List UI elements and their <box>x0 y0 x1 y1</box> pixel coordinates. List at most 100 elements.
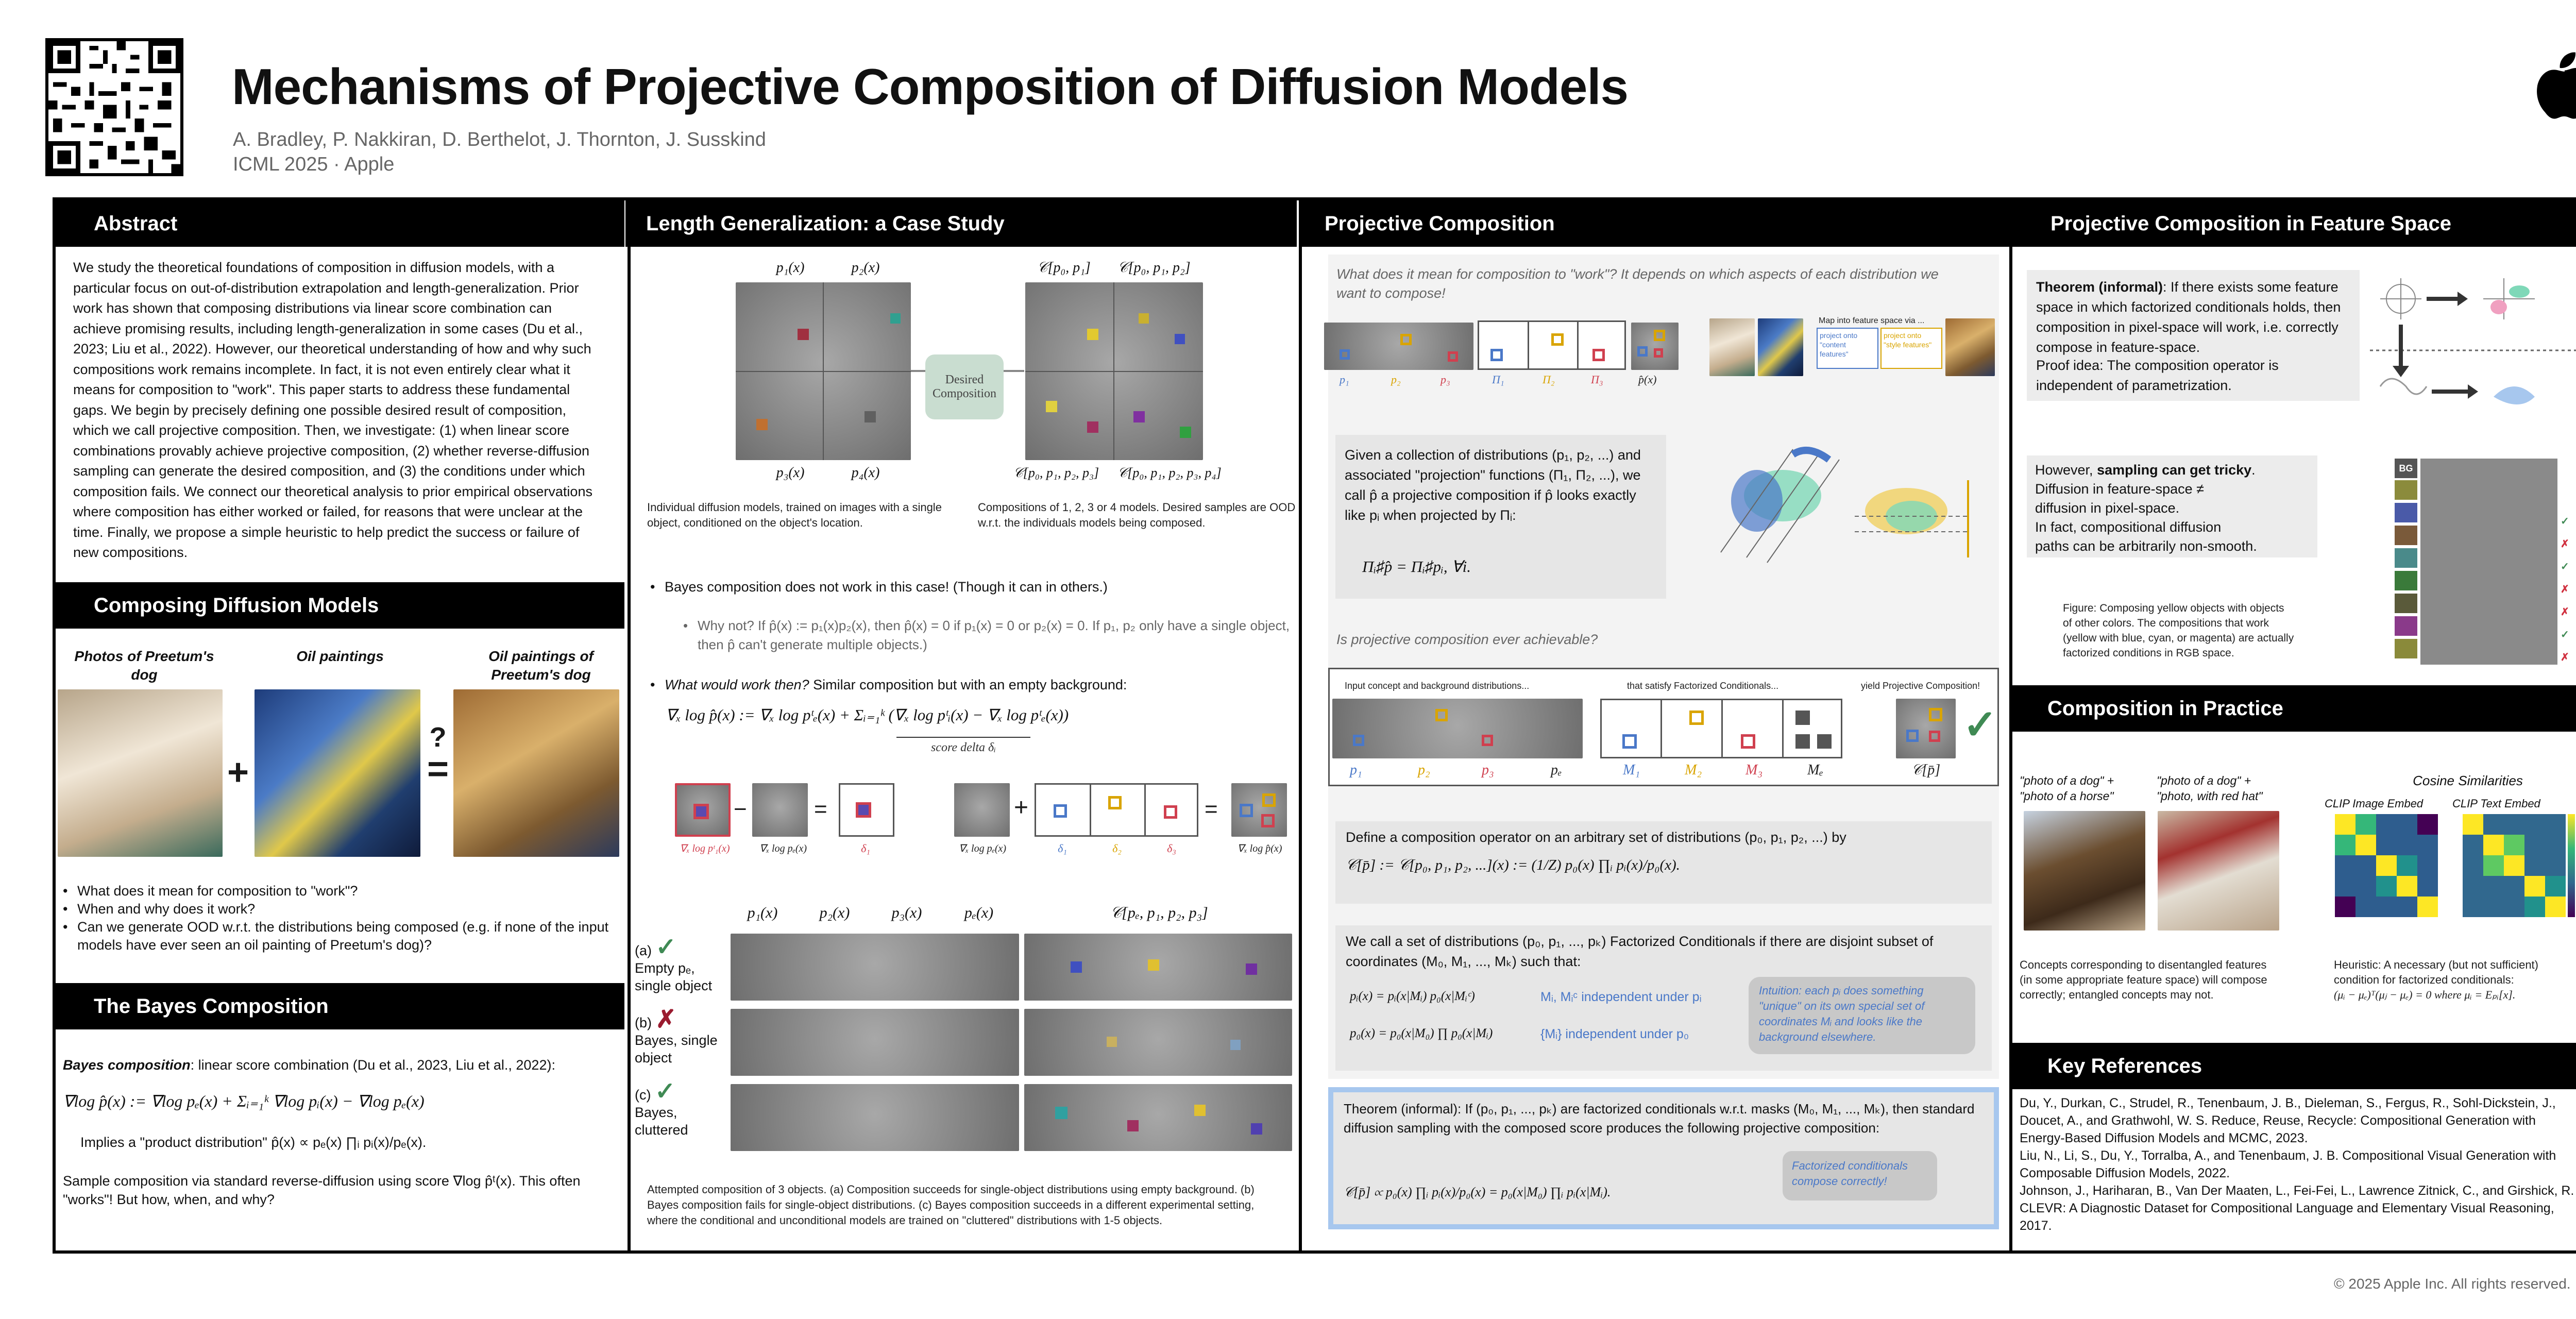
sampling-line: In fact, compositional diffusion <box>2035 519 2222 535</box>
list-item: What would work then? Similar compositio… <box>650 675 1289 695</box>
plus-symbol: + <box>227 752 249 793</box>
equals-symbol: = <box>1205 797 1218 822</box>
projective-definition-formula: Πᵢ♯p̂ = Πᵢ♯pᵢ, ∀i. <box>1362 557 1471 576</box>
row-c-images <box>731 1084 1019 1151</box>
delta-image-background <box>954 783 1010 837</box>
caption-concepts: Concepts corresponding to disentangled f… <box>2020 958 2267 1001</box>
delta-label: ∇ₓ log pₑ(x) <box>958 843 1007 854</box>
row-label-a: (a) ✓ Empty pₑ, single object <box>635 935 727 994</box>
caption-individual-models: Individual diffusion models, trained on … <box>647 501 942 529</box>
desired-composition-box: Desired Composition <box>925 354 1004 419</box>
sampling-line: paths can be arbitrarily non-smooth. <box>2035 538 2257 554</box>
feature-dog-image <box>1709 318 1755 376</box>
section-heading-composing: Composing Diffusion Models <box>56 582 624 629</box>
reference-list: Du, Y., Durkan, C., Strudel, R., Tenenba… <box>2020 1094 2576 1235</box>
grid-col-header: p₂(x) <box>819 904 850 921</box>
label-oil-paintings-of-dog: Oil paintings of Preetum's dog <box>488 648 594 683</box>
cross-icon: ✗ <box>655 1006 676 1033</box>
oil-painting-image <box>255 689 420 857</box>
bg-label: BG <box>2395 459 2417 478</box>
figure-caption-yellow: Figure: Composing yellow objects with ob… <box>2063 602 2294 659</box>
bayes-intro: Bayes composition: linear score combinat… <box>63 1055 619 1075</box>
feature-proof: Proof idea: The composition operator is … <box>2036 358 2279 393</box>
check-icon: ✓ <box>2561 561 2569 572</box>
row-tag: (a) <box>635 943 652 958</box>
check-icon: ✓ <box>1963 702 1998 748</box>
delta-boxes-123 <box>1035 783 1198 837</box>
label-C-p0-p1: 𝒞[p₀, p₁] <box>1037 260 1091 276</box>
color-swatch <box>2395 616 2417 636</box>
label-p4: p₄(x) <box>851 465 880 481</box>
cross-icon: ✗ <box>2561 538 2569 550</box>
color-swatch <box>2395 503 2417 522</box>
cosine-title: Cosine Similarities <box>2413 773 2523 788</box>
strip-sub-label: p₂ <box>1418 762 1430 778</box>
operator-box <box>1335 821 1992 904</box>
style-features-box: project onto "style features" <box>1880 328 1942 369</box>
projection-diagram <box>1690 439 1989 588</box>
intuition-bubble: Intuition: each pᵢ does something "uniqu… <box>1749 977 1975 1054</box>
bayes-formula: ∇log p̂(x) := ∇log pₑ(x) + Σᵢ₌₁ᵏ ∇log pᵢ… <box>63 1092 425 1110</box>
plus-symbol: + <box>1014 794 1029 821</box>
factorized-note-1: Mᵢ, Mᵢᶜ independent under pᵢ <box>1540 990 1702 1004</box>
what-would-work-italic: What would work then? <box>665 677 809 692</box>
strip-label: Π₃ <box>1591 373 1603 386</box>
delta-label: ∇ₓ log pᵗ₁(x) <box>680 843 730 854</box>
column-divider <box>1299 200 1302 1250</box>
section-heading-abstract: Abstract <box>56 200 624 247</box>
caption-compositions: Compositions of 1, 2, 3 or 4 models. Des… <box>978 501 1296 529</box>
question-symbol: ? <box>429 722 447 753</box>
strip-sub-label: p₃ <box>1482 762 1494 778</box>
grid-col-header: pₑ(x) <box>964 904 994 921</box>
check-icon: ✓ <box>2561 629 2569 640</box>
row-a-images <box>731 934 1019 1001</box>
section-heading-feature-space: Projective Composition in Feature Space <box>2009 200 2576 247</box>
strip-sub-label: p₁ <box>1350 762 1362 778</box>
caption-results-grid: Attempted composition of 3 objects. (a) … <box>647 1183 1255 1227</box>
clip-image-label: CLIP Image Embed <box>2325 797 2424 810</box>
projective-result-image <box>1896 699 1956 758</box>
row-text: Empty pₑ, single object <box>635 960 713 993</box>
what-would-work-bullet: What would work then? Similar compositio… <box>650 675 1289 695</box>
dog-hat-image <box>2158 811 2279 931</box>
row-label-c: (c) ✓ Bayes, cluttered <box>635 1079 727 1139</box>
label-photos-of-dog: Photos of Preetum's dog <box>74 648 214 683</box>
sampling-bold: sampling can get tricky <box>2097 462 2252 478</box>
composition-result-image <box>1631 323 1679 370</box>
equals-symbol: = <box>427 749 449 790</box>
bayes-failure-bullet: Bayes composition does not work in this … <box>650 577 1289 597</box>
heuristic-text: Heuristic: A necessary (but not sufficie… <box>2334 958 2538 986</box>
empty-background-formula: ∇ₓ log p̂(x) := ∇ₓ log pᵗₑ(x) + Σᵢ₌₁ᵏ (∇… <box>666 706 1069 724</box>
reference-item: Johnson, J., Hariharan, B., Van Der Maat… <box>2020 1183 2574 1233</box>
column-divider <box>628 200 631 1250</box>
label-C-p0-p1-p2: 𝒞[p₀, p₁, p₂] <box>1117 260 1191 276</box>
strip-label: p̂(x) <box>1638 373 1657 386</box>
delta-image-background <box>752 783 808 837</box>
compositions-grid <box>1025 282 1203 460</box>
cross-icon: ✗ <box>2561 584 2569 595</box>
row-c-composition <box>1024 1084 1292 1151</box>
list-item: When and why does it work? <box>63 900 609 918</box>
row-label-b: (b) ✗ Bayes, single object <box>635 1007 727 1067</box>
row-text: Bayes, cluttered <box>635 1105 688 1138</box>
delta-label: ∇ₓ log pₑ(x) <box>759 843 807 854</box>
row-b-images <box>731 1009 1019 1076</box>
composing-questions: What does it mean for composition to "wo… <box>63 882 609 954</box>
author-list: A. Bradley, P. Nakkiran, D. Berthelot, J… <box>233 129 766 150</box>
venue-line: ICML 2025 · Apple <box>233 154 395 175</box>
input-concept-images <box>1332 699 1583 758</box>
strip-label: Π₂ <box>1543 373 1555 386</box>
strip-label: p₂ <box>1391 373 1401 386</box>
sampling-tricky: However, sampling can get tricky. Diffusi… <box>2035 461 2313 556</box>
prompt-dog-horse: "photo of a dog" + "photo of a horse" <box>2020 774 2114 803</box>
operator-definition: Define a composition operator on an arbi… <box>1346 830 1846 845</box>
theorem-formula: 𝒞[p̄] ∝ p₀(x) ∏ᵢ pᵢ(x)/p₀(x) = p₀(x|M₀) … <box>1344 1185 1611 1199</box>
concept-strip-images <box>1324 323 1473 370</box>
row-a-composition <box>1024 934 1292 1001</box>
check-icon: ✓ <box>2561 516 2569 527</box>
grid-col-header: p₃(x) <box>891 904 922 921</box>
color-grid-images <box>2420 459 2557 665</box>
check-icon: ✓ <box>655 1078 676 1105</box>
projection-boxes <box>1478 320 1626 370</box>
delta-label: δ₃ <box>1167 842 1176 855</box>
